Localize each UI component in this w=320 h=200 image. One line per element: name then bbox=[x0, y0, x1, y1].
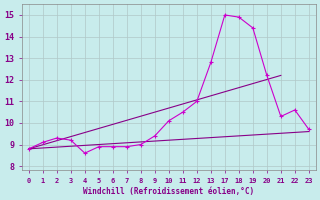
X-axis label: Windchill (Refroidissement éolien,°C): Windchill (Refroidissement éolien,°C) bbox=[83, 187, 254, 196]
